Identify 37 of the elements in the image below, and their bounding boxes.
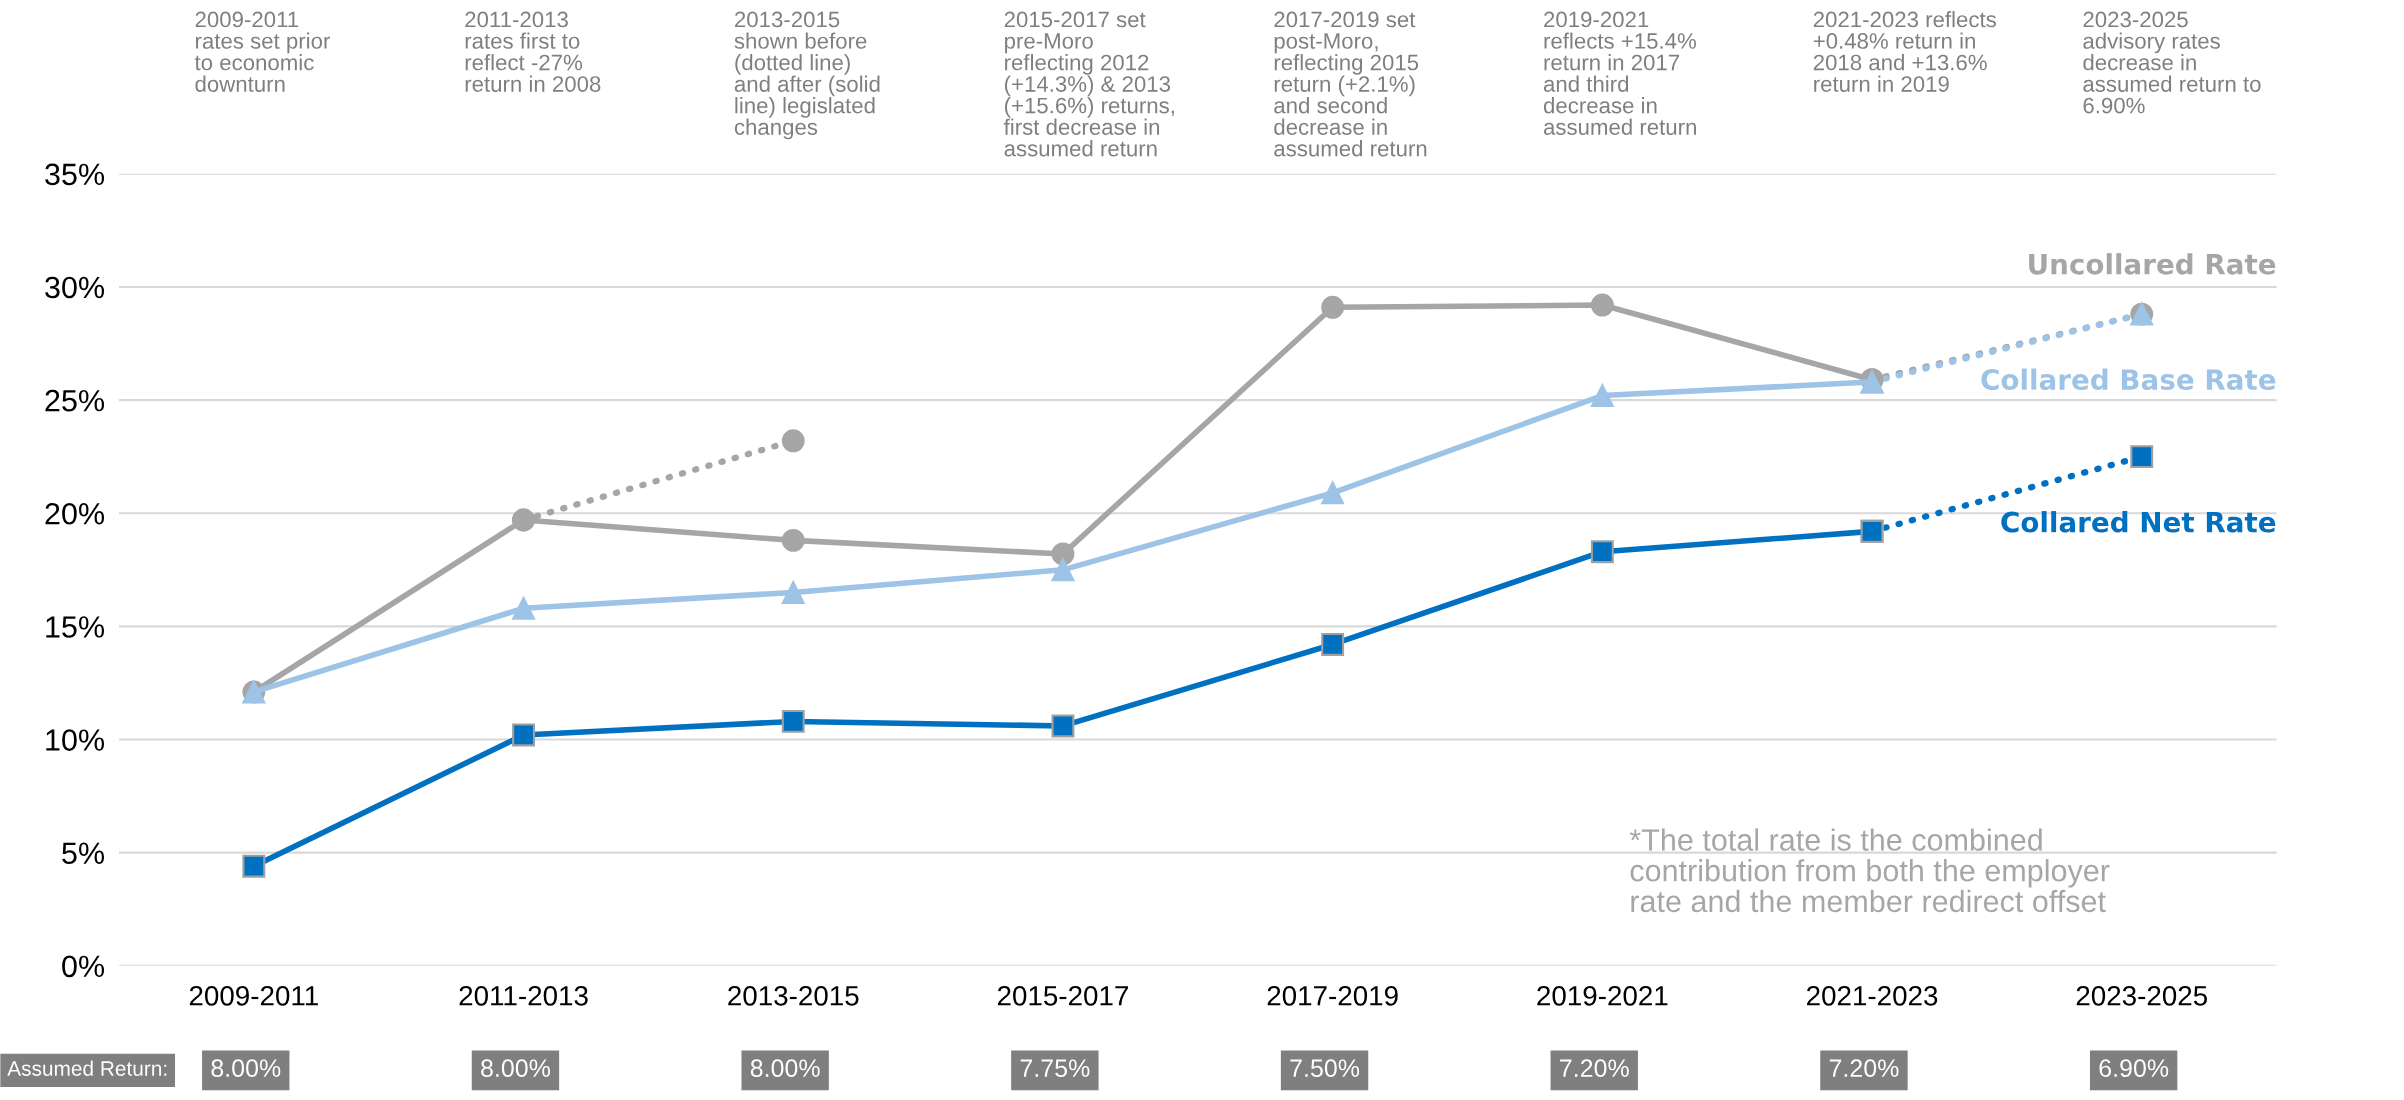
y-tick-label: 20% bbox=[45, 502, 105, 525]
text: Assumed Return: bbox=[7, 1060, 167, 1076]
text: 2017-2019 set post-Moro, reflecting 2015 return (+2.1%) and second decrease in assumed return bbox=[1274, 11, 1427, 157]
text: 8.00% bbox=[481, 1059, 551, 1078]
x-tick-label: 2011-2013 bbox=[459, 985, 588, 1006]
text: 6.90% bbox=[2099, 1059, 2169, 1078]
x-tick-label: 2021-2023 bbox=[1807, 985, 1938, 1006]
y-tick-label: 35% bbox=[45, 163, 105, 186]
text: 2013-2015 shown before (dotted line) and after (solid line) legislated changes bbox=[734, 11, 880, 140]
text: 7.20% bbox=[1560, 1059, 1629, 1078]
y-tick-label: 0% bbox=[62, 955, 105, 978]
text: 2011-2013 rates first to reflect -27% return in 2008 bbox=[465, 11, 601, 92]
text: 7.75% bbox=[1020, 1059, 1090, 1078]
x-tick-label: 2009-2011 bbox=[189, 985, 318, 1006]
text: 8.00% bbox=[750, 1059, 820, 1078]
y-tick-label: 15% bbox=[46, 616, 105, 638]
text: Collared Base Rate bbox=[1981, 368, 2276, 391]
text: 7.20% bbox=[1829, 1059, 1899, 1078]
text: 2019-2021 reflects +15.4% return in 2017 and third decrease in assumed return bbox=[1543, 11, 1696, 135]
text: 8.00% bbox=[211, 1059, 281, 1078]
y-tick-label: 10% bbox=[46, 729, 105, 751]
x-tick-label: 2017-2019 bbox=[1267, 985, 1398, 1006]
text: 2021-2023 reflects +0.48% return in 2018 and +13.6% return in 2019 bbox=[1813, 11, 1996, 92]
y-tick-label: 25% bbox=[45, 389, 105, 412]
x-tick-label: 2023-2025 bbox=[2076, 985, 2207, 1006]
text: 2009-2011 rates set prior to economic downturn bbox=[194, 11, 330, 92]
x-tick-label: 2015-2017 bbox=[997, 985, 1128, 1006]
x-tick-label: 2019-2021 bbox=[1537, 985, 1668, 1006]
text: Collared Net Rate bbox=[2001, 511, 2276, 533]
text: 2015-2017 set pre-Moro reflecting 2012 (+14.3%) & 2013 (+15.6%) returns, first decrease in assumed return bbox=[1003, 11, 1174, 157]
x-tick-label: 2013-2015 bbox=[728, 985, 859, 1006]
text: 7.50% bbox=[1290, 1059, 1360, 1078]
text: Uncollared Rate bbox=[2029, 253, 2276, 275]
y-tick-label: 30% bbox=[45, 276, 105, 299]
text: 2023-2025 advisory rates decrease in assumed return to 6.90% bbox=[2083, 11, 2261, 114]
y-tick-label: 5% bbox=[62, 842, 105, 865]
annotation: *The total rate is the combined contribution from both the employer rate and the member redirect offset bbox=[1629, 828, 2110, 913]
